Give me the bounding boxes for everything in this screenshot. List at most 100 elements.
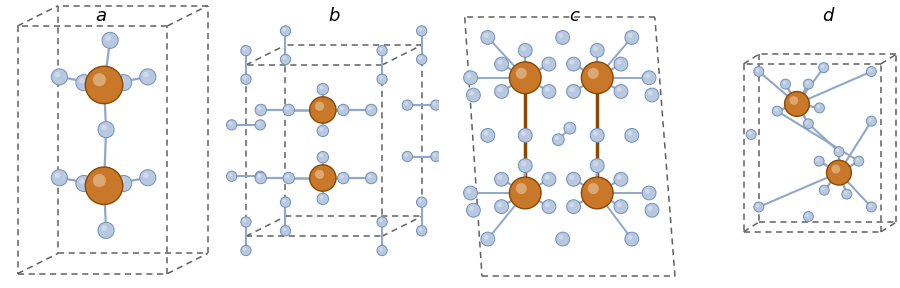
Circle shape — [315, 102, 324, 111]
Circle shape — [645, 203, 659, 217]
Circle shape — [283, 56, 286, 60]
Circle shape — [283, 228, 286, 231]
Circle shape — [544, 87, 550, 92]
Circle shape — [379, 247, 382, 251]
Circle shape — [241, 74, 251, 84]
Circle shape — [834, 147, 844, 157]
Circle shape — [566, 124, 571, 128]
Circle shape — [625, 128, 639, 142]
Circle shape — [648, 206, 652, 211]
Circle shape — [481, 128, 495, 142]
Circle shape — [521, 131, 526, 136]
Circle shape — [257, 122, 261, 125]
Circle shape — [554, 136, 559, 140]
Circle shape — [832, 165, 841, 173]
Circle shape — [518, 43, 532, 57]
Circle shape — [140, 69, 156, 85]
Circle shape — [119, 77, 124, 83]
Circle shape — [826, 160, 851, 185]
Circle shape — [317, 84, 328, 95]
Circle shape — [418, 56, 422, 60]
Circle shape — [627, 131, 633, 136]
Circle shape — [86, 66, 122, 104]
Circle shape — [105, 35, 111, 41]
Circle shape — [481, 31, 495, 44]
Circle shape — [816, 105, 820, 108]
Circle shape — [516, 68, 526, 79]
Circle shape — [464, 186, 477, 200]
Circle shape — [614, 172, 628, 186]
Circle shape — [377, 46, 387, 56]
Text: d: d — [822, 7, 833, 25]
Circle shape — [466, 189, 472, 194]
Circle shape — [645, 189, 650, 194]
Circle shape — [404, 102, 408, 105]
Circle shape — [822, 187, 824, 190]
Circle shape — [418, 28, 422, 31]
Circle shape — [143, 72, 148, 77]
Circle shape — [614, 200, 628, 214]
Circle shape — [466, 73, 472, 78]
Circle shape — [567, 57, 580, 71]
Circle shape — [544, 202, 550, 207]
Circle shape — [340, 106, 344, 110]
Circle shape — [544, 175, 550, 180]
Circle shape — [51, 170, 68, 186]
Circle shape — [518, 159, 532, 173]
Circle shape — [806, 213, 809, 217]
Circle shape — [542, 200, 556, 214]
Circle shape — [588, 68, 598, 79]
Circle shape — [821, 65, 824, 68]
Circle shape — [241, 46, 251, 56]
Circle shape — [746, 130, 756, 139]
Circle shape — [143, 173, 148, 178]
Circle shape — [402, 151, 412, 162]
Circle shape — [55, 72, 60, 77]
Circle shape — [98, 222, 114, 238]
Circle shape — [243, 219, 247, 222]
Circle shape — [255, 104, 266, 116]
Circle shape — [588, 183, 598, 194]
Circle shape — [417, 226, 427, 236]
Circle shape — [119, 178, 124, 184]
Circle shape — [789, 96, 798, 105]
Circle shape — [86, 167, 122, 204]
Circle shape — [616, 87, 622, 92]
Text: b: b — [328, 7, 339, 25]
Circle shape — [257, 106, 261, 110]
Circle shape — [567, 85, 580, 98]
Circle shape — [255, 171, 266, 181]
Circle shape — [284, 172, 294, 184]
Circle shape — [98, 122, 114, 138]
Circle shape — [55, 173, 60, 178]
Circle shape — [284, 104, 294, 116]
Circle shape — [320, 195, 323, 199]
Circle shape — [754, 67, 764, 76]
Circle shape — [868, 204, 872, 207]
Circle shape — [772, 106, 782, 116]
Circle shape — [101, 225, 107, 231]
Circle shape — [867, 116, 877, 126]
Circle shape — [819, 63, 829, 73]
Circle shape — [780, 79, 790, 89]
Circle shape — [542, 85, 556, 98]
Circle shape — [93, 174, 106, 187]
Circle shape — [806, 121, 809, 124]
Circle shape — [280, 54, 291, 65]
Circle shape — [648, 91, 652, 96]
Circle shape — [469, 206, 474, 211]
Circle shape — [804, 212, 814, 221]
Circle shape — [79, 77, 85, 83]
Circle shape — [115, 75, 131, 91]
Circle shape — [625, 232, 639, 246]
Circle shape — [785, 92, 809, 116]
Circle shape — [570, 202, 574, 207]
Circle shape — [590, 128, 604, 142]
Circle shape — [643, 186, 656, 200]
Circle shape — [417, 54, 427, 65]
Circle shape — [101, 124, 107, 130]
Circle shape — [243, 48, 247, 51]
Circle shape — [466, 203, 481, 217]
Circle shape — [581, 62, 613, 94]
Circle shape — [418, 228, 422, 231]
